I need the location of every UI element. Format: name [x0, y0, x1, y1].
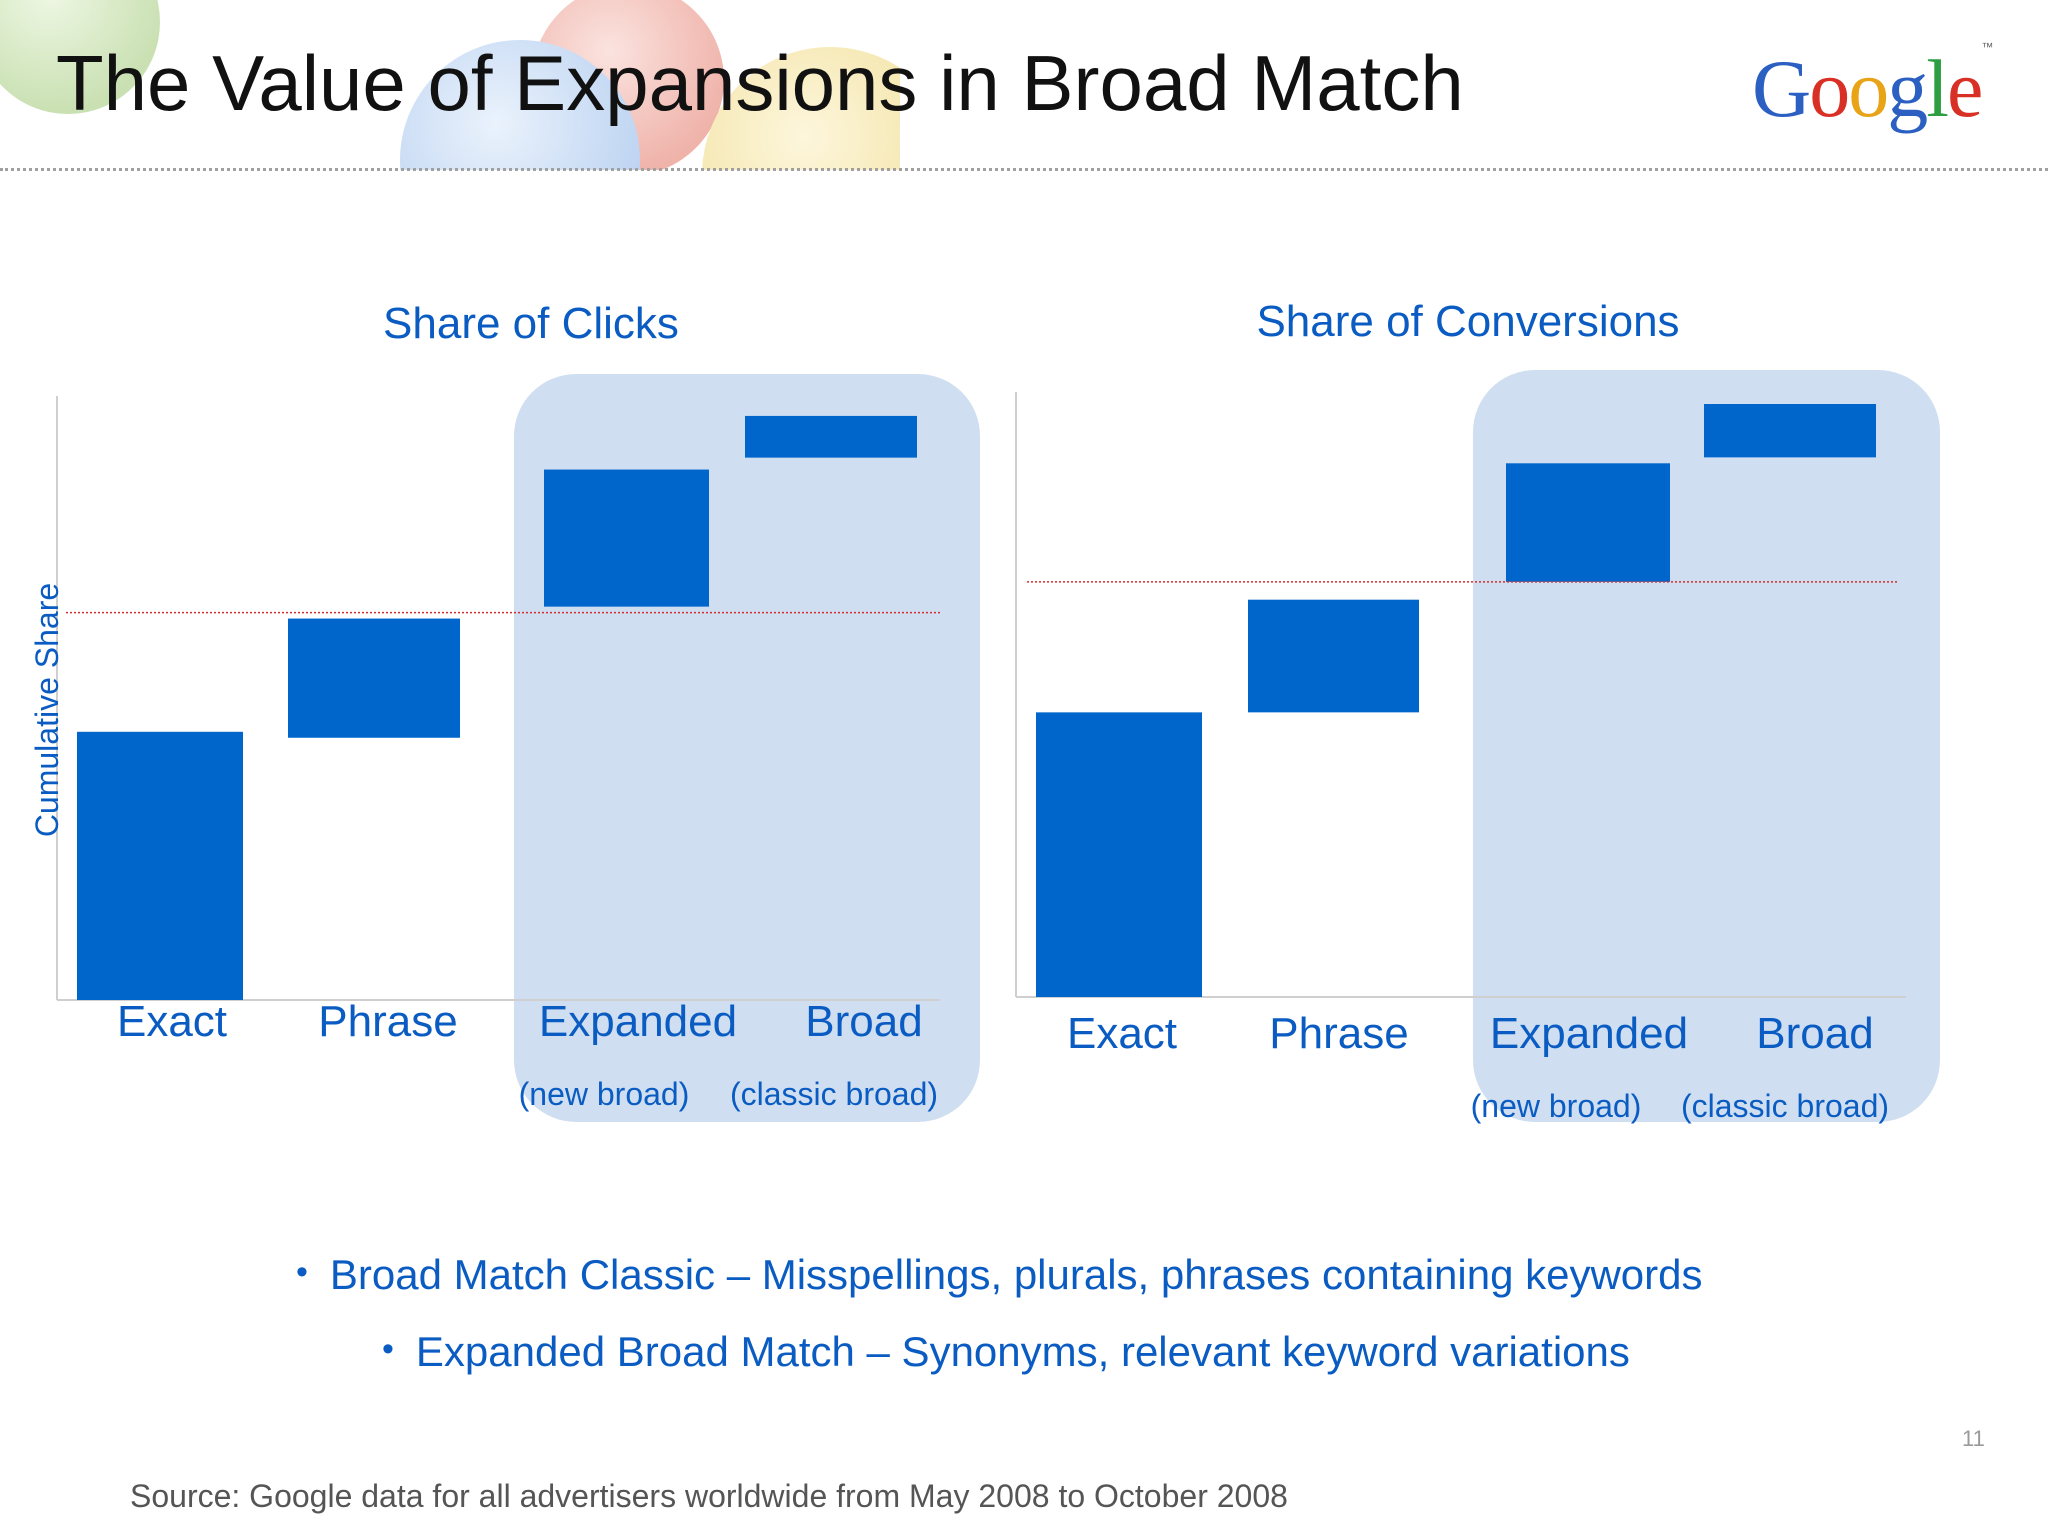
category-sublabel: (new broad)	[519, 1076, 690, 1112]
bar-phrase	[288, 618, 460, 738]
bar-exact	[1036, 712, 1202, 997]
logo-letter: o	[1809, 43, 1850, 134]
blue-ball	[400, 40, 640, 170]
category-label: Broad	[1756, 1009, 1873, 1058]
logo-letter: e	[1947, 43, 1983, 134]
category-label: Expanded	[1490, 1009, 1688, 1058]
chart-title: Share of Conversions	[1256, 297, 1679, 346]
chart-title: Share of Clicks	[383, 299, 679, 348]
bullet-item-broad-classic: • Broad Match Classic – Misspellings, plu…	[296, 1254, 1703, 1296]
green-ball	[0, 0, 160, 114]
category-label: Exact	[117, 997, 227, 1046]
bar-phrase	[1248, 599, 1419, 713]
bullet-text: Broad Match Classic – Misspellings, plur…	[329, 1251, 1703, 1298]
category-sublabel: (classic broad)	[1681, 1088, 1889, 1124]
bar-expanded	[1506, 463, 1670, 582]
bar-exact	[77, 731, 243, 1000]
category-label: Expanded	[539, 997, 737, 1046]
bullet-marker: •	[296, 1253, 308, 1291]
logo-trademark: ™	[1981, 40, 1994, 54]
google-logo: Google™	[1752, 40, 1993, 138]
category-sublabel: (new broad)	[1471, 1088, 1642, 1124]
bullet-item-expanded-broad: • Expanded Broad Match – Synonyms, releva…	[382, 1331, 1630, 1373]
bar-broad	[745, 415, 917, 458]
bullet-marker: •	[382, 1330, 394, 1368]
slide-title: The Value of Expansions in Broad Match	[56, 39, 1464, 127]
source-note: Source: Google data for all advertisers …	[130, 1478, 1288, 1514]
bullet-text: Expanded Broad Match – Synonyms, relevan…	[415, 1328, 1630, 1375]
y-axis-label: Cumulative Share	[29, 583, 65, 837]
category-label: Exact	[1067, 1009, 1177, 1058]
title-divider	[0, 168, 2048, 171]
category-label: Phrase	[318, 997, 457, 1046]
logo-letter: g	[1887, 43, 1928, 134]
category-label: Broad	[805, 997, 922, 1046]
yellow-ball	[702, 47, 900, 170]
logo-letters: Google	[1752, 43, 1983, 134]
category-sublabel: (classic broad)	[730, 1076, 938, 1112]
logo-letter: o	[1848, 43, 1889, 134]
decorative-balls	[0, 0, 900, 170]
bar-expanded	[544, 469, 709, 607]
bar-broad	[1704, 404, 1876, 458]
category-label: Phrase	[1269, 1009, 1408, 1058]
logo-letter: G	[1752, 43, 1811, 134]
logo-letter: l	[1926, 43, 1949, 134]
page-number: 11	[1962, 1426, 1985, 1451]
